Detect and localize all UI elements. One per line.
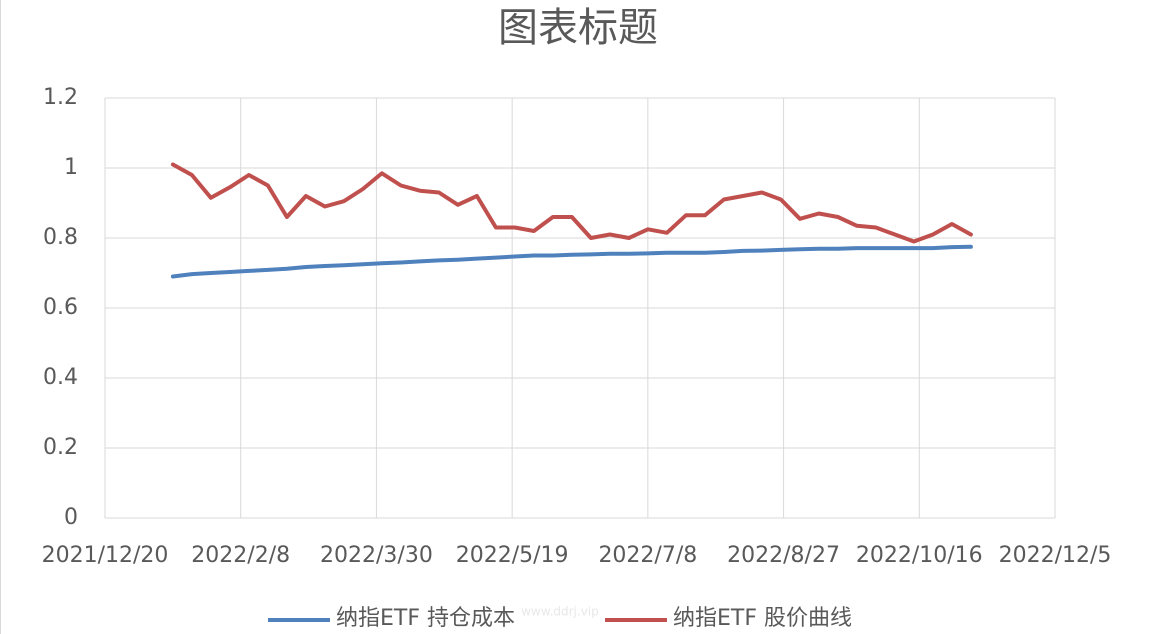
x-tick-label: 2022/3/30 <box>320 543 433 568</box>
y-tick-label: 0.4 <box>43 365 78 390</box>
legend-label: 纳指ETF 持仓成本 <box>336 606 515 631</box>
y-tick-label: 1.2 <box>43 85 78 110</box>
x-tick-label: 2022/12/5 <box>999 543 1112 568</box>
y-tick-label: 0 <box>64 505 78 530</box>
x-tick-label: 2022/7/8 <box>598 543 697 568</box>
x-tick-label: 2022/8/27 <box>727 543 840 568</box>
x-tick-label: 2022/10/16 <box>856 543 983 568</box>
series-line <box>170 244 973 279</box>
y-tick-label: 0.6 <box>43 295 78 320</box>
x-tick-label: 2021/12/20 <box>42 543 169 568</box>
x-tick-label: 2022/2/8 <box>191 543 290 568</box>
y-tick-label: 0.8 <box>43 225 78 250</box>
chart-title: 图表标题 <box>498 5 658 51</box>
watermark: www.ddrj.vip <box>521 605 599 619</box>
y-tick-label: 0.2 <box>43 435 78 460</box>
x-tick-label: 2022/5/19 <box>456 543 569 568</box>
series-line <box>170 162 973 244</box>
legend-label: 纳指ETF 股价曲线 <box>673 606 852 631</box>
y-tick-label: 1 <box>64 155 78 180</box>
